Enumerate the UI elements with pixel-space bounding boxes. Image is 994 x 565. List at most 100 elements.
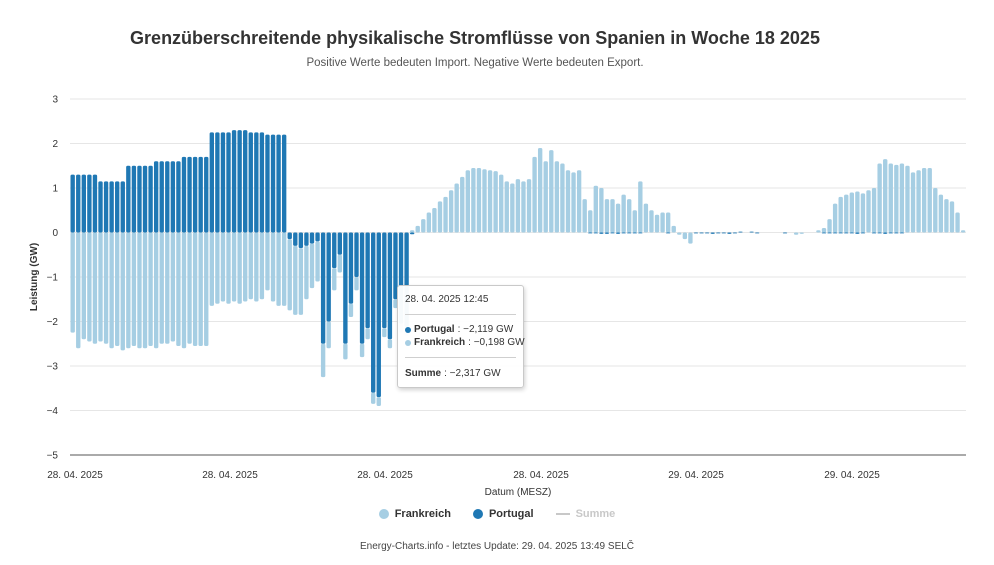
- bar-frankreich[interactable]: [103, 232, 109, 344]
- bar-frankreich[interactable]: [671, 225, 676, 233]
- bar-frankreich[interactable]: [98, 232, 103, 342]
- bar-portugal[interactable]: [126, 165, 131, 233]
- bar-portugal[interactable]: [98, 181, 103, 233]
- bar-portugal[interactable]: [749, 231, 754, 233]
- legend-item-frankreich[interactable]: Frankreich: [378, 508, 451, 520]
- bar-frankreich[interactable]: [298, 248, 304, 315]
- bar-frankreich[interactable]: [565, 170, 571, 233]
- bar-portugal[interactable]: [332, 232, 337, 269]
- bar-portugal[interactable]: [115, 181, 120, 233]
- bar-portugal[interactable]: [588, 232, 593, 234]
- bar-frankreich[interactable]: [793, 232, 799, 235]
- bar-portugal[interactable]: [315, 232, 320, 242]
- bar-portugal[interactable]: [148, 165, 153, 233]
- bar-portugal[interactable]: [610, 232, 615, 234]
- bar-portugal[interactable]: [259, 132, 265, 233]
- bar-frankreich[interactable]: [315, 241, 320, 282]
- bar-portugal[interactable]: [738, 231, 743, 233]
- bar-portugal[interactable]: [137, 165, 142, 233]
- bar-portugal[interactable]: [248, 132, 253, 233]
- bar-portugal[interactable]: [198, 156, 203, 233]
- bar-portugal[interactable]: [215, 132, 220, 233]
- bar-frankreich[interactable]: [560, 163, 565, 233]
- bar-portugal[interactable]: [721, 232, 726, 234]
- bar-frankreich[interactable]: [888, 163, 893, 233]
- bar-portugal[interactable]: [382, 232, 387, 329]
- bar-frankreich[interactable]: [949, 201, 955, 233]
- bar-frankreich[interactable]: [838, 196, 843, 233]
- bar-frankreich[interactable]: [543, 161, 548, 233]
- bar-frankreich[interactable]: [426, 212, 432, 233]
- bar-portugal[interactable]: [599, 232, 604, 234]
- bar-frankreich[interactable]: [153, 232, 159, 349]
- bar-frankreich[interactable]: [460, 176, 465, 233]
- bar-frankreich[interactable]: [643, 203, 649, 233]
- bar-frankreich[interactable]: [287, 239, 292, 311]
- bar-portugal[interactable]: [755, 232, 760, 234]
- bar-portugal[interactable]: [337, 232, 342, 255]
- bar-portugal[interactable]: [638, 232, 643, 234]
- bar-portugal[interactable]: [265, 134, 270, 233]
- bar-portugal[interactable]: [243, 130, 248, 233]
- bar-frankreich[interactable]: [554, 161, 560, 233]
- bar-frankreich[interactable]: [576, 170, 582, 233]
- bar-frankreich[interactable]: [409, 230, 415, 233]
- bar-frankreich[interactable]: [393, 299, 398, 309]
- bar-frankreich[interactable]: [515, 179, 521, 233]
- bar-frankreich[interactable]: [248, 232, 253, 300]
- bar-frankreich[interactable]: [871, 188, 877, 233]
- bar-portugal[interactable]: [309, 232, 315, 244]
- bar-frankreich[interactable]: [955, 212, 960, 233]
- bar-frankreich[interactable]: [821, 228, 827, 233]
- bar-portugal[interactable]: [181, 156, 187, 233]
- bar-frankreich[interactable]: [265, 232, 270, 291]
- bar-frankreich[interactable]: [448, 190, 454, 233]
- bar-portugal[interactable]: [192, 156, 198, 233]
- bar-portugal[interactable]: [165, 161, 170, 233]
- bar-frankreich[interactable]: [226, 232, 231, 304]
- bar-portugal[interactable]: [231, 130, 237, 233]
- bar-frankreich[interactable]: [927, 167, 932, 233]
- bar-frankreich[interactable]: [176, 232, 181, 346]
- bar-portugal[interactable]: [699, 232, 704, 234]
- bar-portugal[interactable]: [87, 174, 92, 233]
- bar-portugal[interactable]: [320, 232, 326, 344]
- bar-frankreich[interactable]: [293, 245, 298, 315]
- bar-portugal[interactable]: [92, 174, 98, 233]
- bar-portugal[interactable]: [894, 232, 899, 234]
- bar-frankreich[interactable]: [421, 219, 426, 233]
- bar-portugal[interactable]: [838, 232, 843, 234]
- bar-portugal[interactable]: [849, 232, 854, 234]
- bar-frankreich[interactable]: [916, 170, 921, 233]
- bar-frankreich[interactable]: [387, 339, 393, 349]
- bar-portugal[interactable]: [348, 232, 354, 304]
- bar-portugal[interactable]: [627, 232, 632, 234]
- bar-frankreich[interactable]: [866, 190, 871, 233]
- bar-frankreich[interactable]: [621, 194, 626, 233]
- bar-frankreich[interactable]: [348, 303, 354, 318]
- bar-frankreich[interactable]: [532, 156, 537, 233]
- bar-portugal[interactable]: [704, 232, 710, 234]
- bar-frankreich[interactable]: [309, 243, 315, 289]
- bar-frankreich[interactable]: [921, 167, 927, 233]
- bar-portugal[interactable]: [270, 134, 276, 233]
- bar-portugal[interactable]: [877, 232, 882, 234]
- bar-frankreich[interactable]: [582, 199, 587, 233]
- bar-portugal[interactable]: [871, 232, 877, 234]
- bar-frankreich[interactable]: [187, 232, 192, 344]
- bar-portugal[interactable]: [76, 174, 81, 233]
- bar-frankreich[interactable]: [281, 232, 287, 306]
- bar-frankreich[interactable]: [610, 199, 615, 233]
- bar-frankreich[interactable]: [855, 191, 860, 233]
- bar-frankreich[interactable]: [365, 328, 370, 340]
- bar-frankreich[interactable]: [443, 196, 448, 233]
- bar-frankreich[interactable]: [137, 232, 142, 349]
- bar-portugal[interactable]: [632, 232, 637, 234]
- bar-frankreich[interactable]: [209, 232, 214, 306]
- bar-frankreich[interactable]: [860, 193, 866, 233]
- bar-frankreich[interactable]: [877, 163, 882, 233]
- bar-portugal[interactable]: [832, 232, 838, 234]
- bar-frankreich[interactable]: [415, 225, 420, 233]
- bar-frankreich[interactable]: [588, 210, 593, 233]
- bar-frankreich[interactable]: [454, 183, 459, 233]
